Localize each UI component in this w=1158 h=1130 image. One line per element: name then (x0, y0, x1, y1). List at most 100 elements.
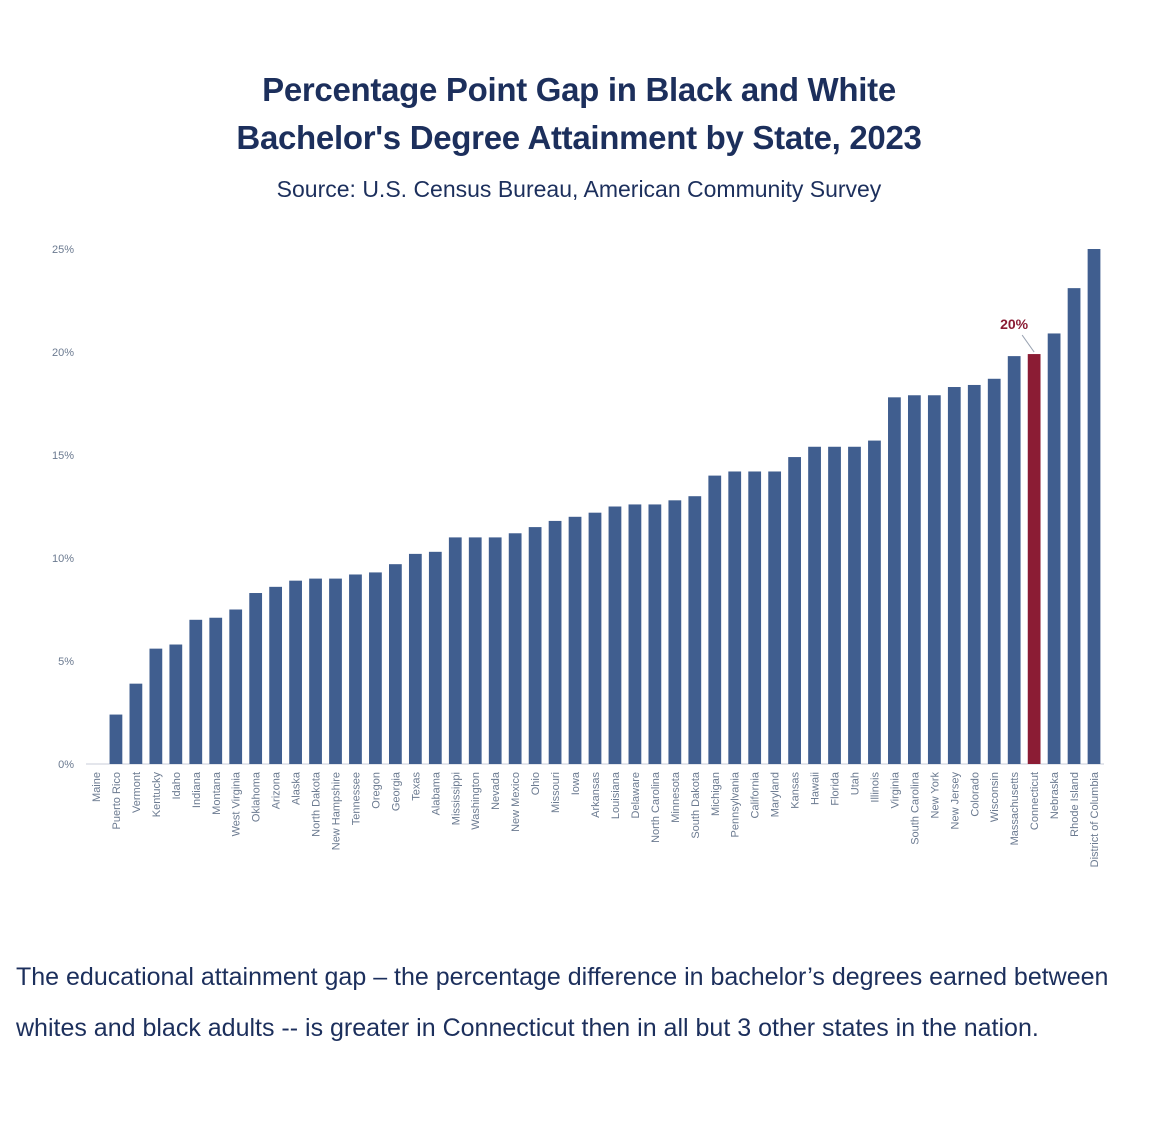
x-tick-label: Puerto Rico (111, 772, 123, 829)
x-tick-label: Idaho (171, 772, 183, 800)
bar-delaware (628, 504, 642, 764)
bar-nebraska (1047, 333, 1061, 764)
bar-new-york (927, 395, 941, 764)
x-tick-label: Iowa (570, 771, 582, 795)
x-tick-label: Louisiana (610, 771, 622, 819)
bar-chart: 0% 5% 10% 15% 20% 25% Maine Puerto Rico Vermont K… (52, 244, 1104, 867)
bar-west-virginia (229, 609, 243, 764)
x-tick-label: Indiana (191, 771, 203, 808)
y-tick-label: 10% (52, 553, 74, 565)
y-tick-label: 5% (58, 656, 74, 668)
bar-alaska (289, 580, 302, 764)
bar-michigan (708, 475, 722, 764)
bar-south-dakota (688, 496, 702, 764)
x-tick-label: Washington (470, 772, 482, 830)
x-tick-label: North Carolina (650, 771, 662, 843)
x-tick-label: Minnesota (670, 771, 682, 823)
bar-puerto-rico (109, 714, 123, 764)
x-tick-label: Vermont (131, 772, 143, 813)
x-tick-label: Nebraska (1049, 771, 1061, 819)
bar-new-hampshire (329, 578, 342, 764)
chart-subtitle: Source: U.S. Census Bureau, American Com… (276, 176, 882, 202)
bar-california (748, 471, 762, 764)
x-tick-label: Alabama (430, 771, 442, 815)
bar-arkansas (588, 512, 602, 764)
bar-texas (408, 553, 422, 764)
bar-new-mexico (508, 533, 522, 764)
x-tick-label: Hawaii (810, 772, 822, 805)
bar-kansas (788, 457, 801, 764)
bar-illinois (868, 440, 881, 764)
bar-ohio (528, 527, 542, 764)
bar-colorado (967, 384, 981, 764)
x-tick-label: Delaware (630, 772, 642, 818)
bar-idaho (169, 644, 183, 764)
bar-nevada (488, 537, 502, 764)
x-tick-label: Kansas (790, 772, 802, 809)
y-tick-label: 25% (52, 244, 74, 256)
x-tick-label: Maine (91, 772, 103, 802)
x-tick-label: Connecticut (1029, 772, 1041, 830)
bar-tennessee (349, 574, 362, 764)
x-tick-label: Rhode Island (1069, 772, 1081, 837)
bar-iowa (568, 516, 582, 764)
chart-title: Percentage Point Gap in Black and White … (0, 66, 1158, 162)
bar-montana (209, 617, 223, 764)
x-tick-label: Arizona (271, 771, 283, 809)
x-tick-label: Illinois (869, 772, 881, 803)
highlight-leader-line (1021, 334, 1035, 353)
x-tick-label: Georgia (390, 771, 402, 811)
bar-minnesota (668, 500, 682, 764)
bar-connecticut (1027, 354, 1041, 764)
x-tick-label: New Mexico (510, 772, 522, 832)
bar-alabama (428, 551, 442, 764)
bar-virginia (888, 397, 901, 764)
bar-south-carolina (907, 395, 921, 764)
x-tick-label: Tennessee (350, 772, 362, 825)
bar-missouri (548, 520, 562, 764)
x-tick-label: Missouri (550, 772, 562, 813)
x-tick-label: South Dakota (690, 771, 702, 839)
bar-north-carolina (648, 504, 662, 764)
x-tick-label: Mississippi (450, 772, 462, 825)
x-tick-label: Maryland (770, 772, 782, 817)
bar-maryland (768, 471, 782, 764)
bar-north-dakota (309, 578, 322, 764)
x-tick-label: Utah (849, 772, 861, 795)
y-tick-label: 20% (52, 347, 74, 359)
chart-title-line2: Bachelor's Degree Attainment by State, 2… (236, 119, 922, 156)
bar-utah (848, 446, 861, 764)
highlight-data-label: 20% (1000, 316, 1029, 332)
bar-district-of-columbia (1087, 249, 1101, 764)
x-tick-label: Alaska (291, 771, 303, 805)
x-tick-label: Massachusetts (1009, 772, 1021, 846)
x-tick-label: Florida (830, 771, 842, 806)
x-tick-label: Nevada (490, 771, 502, 810)
x-tick-label: Wisconsin (989, 772, 1001, 822)
bar-hawaii (808, 446, 821, 764)
bar-louisiana (608, 506, 622, 764)
bar-florida (828, 446, 841, 764)
x-tick-label: West Virginia (231, 771, 243, 836)
bar-indiana (189, 619, 203, 764)
x-tick-label: New Hampshire (331, 772, 343, 850)
x-tick-label: District of Columbia (1089, 771, 1101, 867)
x-tick-label: California (750, 771, 762, 818)
bar-washington (468, 537, 482, 764)
bar-oklahoma (249, 593, 263, 764)
x-tick-label: South Carolina (909, 771, 921, 845)
bar-new-jersey (947, 387, 961, 764)
chart-title-line1: Percentage Point Gap in Black and White (262, 71, 896, 108)
bar-vermont (129, 683, 143, 764)
x-tick-label: Kentucky (151, 772, 163, 818)
x-tick-label: Pennsylvania (730, 771, 742, 837)
x-tick-label: Virginia (889, 771, 901, 808)
bar-wisconsin (987, 378, 1001, 764)
bar-georgia (389, 564, 402, 764)
y-tick-label: 15% (52, 450, 74, 462)
x-tick-label: Ohio (530, 772, 542, 795)
bar-arizona (269, 586, 283, 764)
x-tick-label: Oregon (370, 772, 382, 809)
x-tick-label: Michigan (710, 772, 722, 816)
x-tick-label: North Dakota (311, 771, 323, 837)
